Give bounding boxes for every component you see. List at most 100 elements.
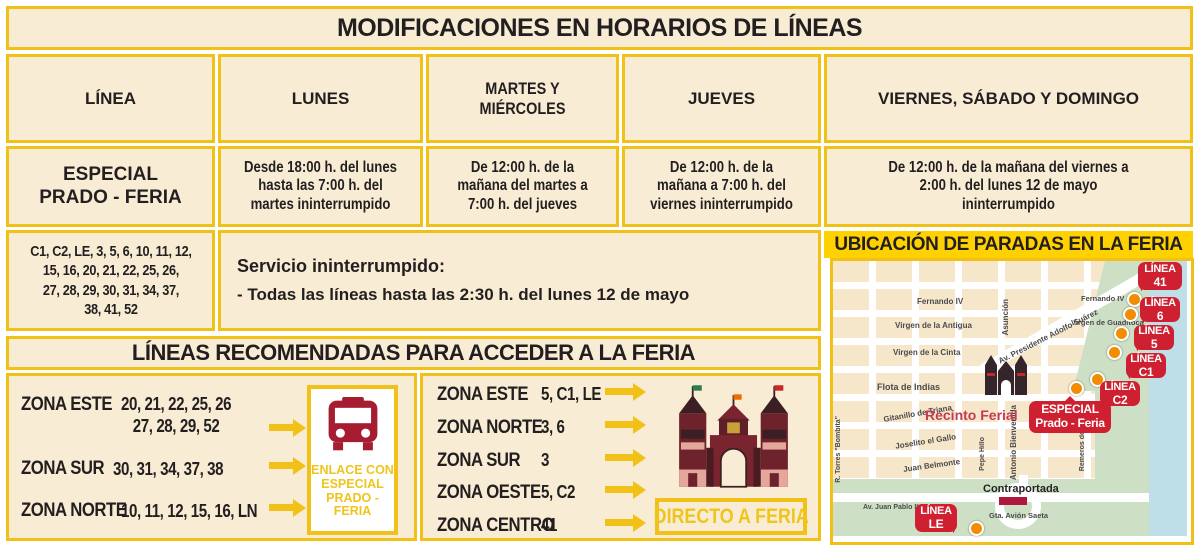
stop-5-num: 5 (1150, 336, 1158, 351)
zone-norte-right-label: ZONA NORTE (437, 417, 543, 438)
poster-title-cell: MODIFICACIONES EN HORARIOS DE LÍNEAS (6, 6, 1193, 50)
feria-map: Fernando IV Fernando IV Virgen de la Ant… (830, 258, 1194, 545)
cell-servicio: Servicio ininterrumpido: - Todas las lín… (218, 230, 821, 331)
contraportada-marker (999, 497, 1027, 505)
directo-label: DIRECTO A FERIA (653, 504, 809, 528)
zone-sur-left-label: ZONA SUR (21, 458, 105, 479)
arrow-norte-left (269, 504, 293, 511)
stop-bubble-linea-5: LÍNEA 5 (1134, 325, 1174, 350)
all-lines-list: C1, C2, LE, 3, 5, 6, 10, 11, 12, 15, 16,… (29, 242, 192, 319)
map-roundabout (995, 483, 1041, 529)
especial-lunes-text: Desde 18:00 h. del lunes hasta las 7:00 … (243, 159, 398, 213)
zone-norte-right-lines: 3, 6 (541, 417, 565, 437)
cell-especial-jueves: De 12:00 h. de la mañana a 7:00 h. del v… (622, 146, 821, 227)
arrow-este-right (605, 388, 633, 395)
header-viernes-sabado-domingo: VIERNES, SÁBADO Y DOMINGO (824, 54, 1193, 143)
stop-6-name: LÍNEA (1144, 296, 1176, 309)
street-flota-indias: Flota de Indias (877, 382, 941, 392)
street-asuncion: Asunción (1001, 299, 1010, 336)
cell-especial-martes: De 12:00 h. de la mañana del martes a 7:… (426, 146, 619, 227)
stop-bubble-linea-c1: LÍNEA C1 (1126, 353, 1166, 378)
especial-stop-label: ESPECIAL Prado - Feria (1035, 402, 1105, 430)
street-pepe-hillo: Pepe Hillo (979, 437, 986, 471)
street-juan-pablo: Av. Juan Pablo II (863, 504, 919, 511)
especial-viernes-text: De 12:00 h. de la mañana del viernes a 2… (888, 159, 1129, 213)
enlace-label: ENLACE CON ESPECIAL PRADO - FERIA (311, 463, 394, 519)
zone-sur-right-lines: 3 (541, 450, 549, 470)
header-martes-miercoles-label: MARTES Y MIÉRCOLES (479, 78, 566, 118)
stop-bubble-especial: ESPECIAL Prado - Feria (1029, 396, 1111, 433)
arrow-sur-right (605, 454, 633, 461)
bus-icon (324, 397, 382, 458)
map-gate-icon (983, 353, 1029, 400)
zone-centro-right-lines: 41 (541, 515, 557, 535)
stop-c1-num: C1 (1138, 364, 1154, 379)
street-contraportada: Contraportada (983, 483, 1059, 495)
zone-este-left-lines: 20, 21, 22, 25, 26 27, 28, 29, 52 (121, 394, 232, 436)
zone-centro-right-label: ZONA CENTRO (437, 515, 555, 536)
stop-5-name: LÍNEA (1138, 324, 1170, 337)
recomendadas-band: LÍNEAS RECOMENDADAS PARA ACCEDER A LA FE… (6, 336, 821, 370)
stop-c1-name: LÍNEA (1130, 352, 1162, 365)
stop-41-name: LÍNEA (1144, 263, 1176, 275)
right-zones-panel: ZONA ESTE 5, C1, LE ZONA NORTE 3, 6 ZONA… (420, 373, 821, 541)
header-jueves-label: JUEVES (687, 88, 756, 108)
header-lunes-label: LUNES (291, 88, 350, 108)
arrow-centro-right (605, 519, 633, 526)
cell-especial-lunes: Desde 18:00 h. del lunes hasta las 7:00 … (218, 146, 423, 227)
map-title-band: UBICACIÓN DE PARADAS EN LA FERIA (824, 231, 1193, 258)
street-virgen-guaditoca: Virgen de Guaditoca (1071, 318, 1144, 327)
cell-especial-linea: ESPECIAL PRADO - FERIA (6, 146, 215, 227)
arrow-este-left (269, 424, 293, 431)
zone-norte-left-label: ZONA NORTE (21, 500, 127, 521)
stop-bubble-linea-41: LÍNEA 41 (1138, 262, 1182, 290)
bus-stop-dot-especial (1069, 381, 1084, 396)
poster-title: MODIFICACIONES EN HORARIOS DE LÍNEAS (336, 13, 863, 42)
directo-box: DIRECTO A FERIA (653, 498, 809, 535)
header-martes-miercoles: MARTES Y MIÉRCOLES (426, 54, 619, 143)
feria-gate-icon (661, 380, 806, 497)
header-linea-label: LÍNEA (85, 88, 136, 108)
servicio-detail: - Todas las líneas hasta las 2:30 h. del… (237, 285, 690, 304)
zone-sur-right-label: ZONA SUR (437, 450, 521, 471)
street-virgen-antigua: Virgen de la Antigua (895, 321, 972, 330)
zone-oeste-right-lines: 5, C2 (541, 482, 576, 502)
bus-stop-dot-5 (1114, 326, 1129, 341)
cell-especial-viernes: De 12:00 h. de la mañana del viernes a 2… (824, 146, 1193, 227)
left-zones-panel: ZONA ESTE 20, 21, 22, 25, 26 27, 28, 29,… (6, 373, 417, 541)
bus-stop-dot-le (969, 521, 984, 536)
stop-c2-name: LÍNEA (1104, 380, 1136, 393)
stop-6-num: 6 (1156, 308, 1164, 323)
stop-bubble-linea-6: LÍNEA 6 (1140, 297, 1180, 322)
street-virgen-cinta: Virgen de la Cinta (893, 348, 961, 357)
header-jueves: JUEVES (622, 54, 821, 143)
zone-este-right-label: ZONA ESTE (437, 384, 529, 405)
stop-le-name: LÍNEA (920, 505, 952, 517)
cell-all-lines: C1, C2, LE, 3, 5, 6, 10, 11, 12, 15, 16,… (6, 230, 215, 331)
especial-jueves-text: De 12:00 h. de la mañana a 7:00 h. del v… (650, 159, 793, 213)
especial-linea-label: ESPECIAL PRADO - FERIA (39, 163, 182, 208)
street-gta-avion: Gta. Avión Saeta (989, 511, 1049, 520)
zone-oeste-right-label: ZONA OESTE (437, 482, 541, 503)
zone-sur-left-lines: 30, 31, 34, 37, 38 (113, 459, 224, 479)
stop-le-num: LE (928, 517, 944, 531)
arrow-sur-left (269, 462, 293, 469)
stop-41-num: 41 (1153, 275, 1167, 289)
map-title: UBICACIÓN DE PARADAS EN LA FERIA (834, 233, 1183, 255)
arrow-norte-right (605, 421, 633, 428)
street-fernando-iv-right: Fernando IV (1081, 294, 1125, 303)
zone-este-right-lines: 5, C1, LE (541, 384, 602, 404)
stop-bubble-linea-le: LÍNEA LE (915, 504, 957, 532)
header-lunes: LUNES (218, 54, 423, 143)
recinto-ferial-label: Recinto Ferial (925, 407, 1018, 423)
header-linea: LÍNEA (6, 54, 215, 143)
recomendadas-title: LÍNEAS RECOMENDADAS PARA ACCEDER A LA FE… (131, 340, 696, 365)
zone-este-left-label: ZONA ESTE (21, 394, 113, 415)
stop-c2-num: C2 (1112, 392, 1128, 407)
servicio-title: Servicio ininterrumpido: (237, 256, 446, 276)
especial-martes-text: De 12:00 h. de la mañana del martes a 7:… (457, 159, 588, 213)
bus-stop-dot-c1 (1107, 345, 1122, 360)
zone-norte-left-lines: 10, 11, 12, 15, 16, LN (121, 501, 258, 521)
arrow-oeste-right (605, 486, 633, 493)
